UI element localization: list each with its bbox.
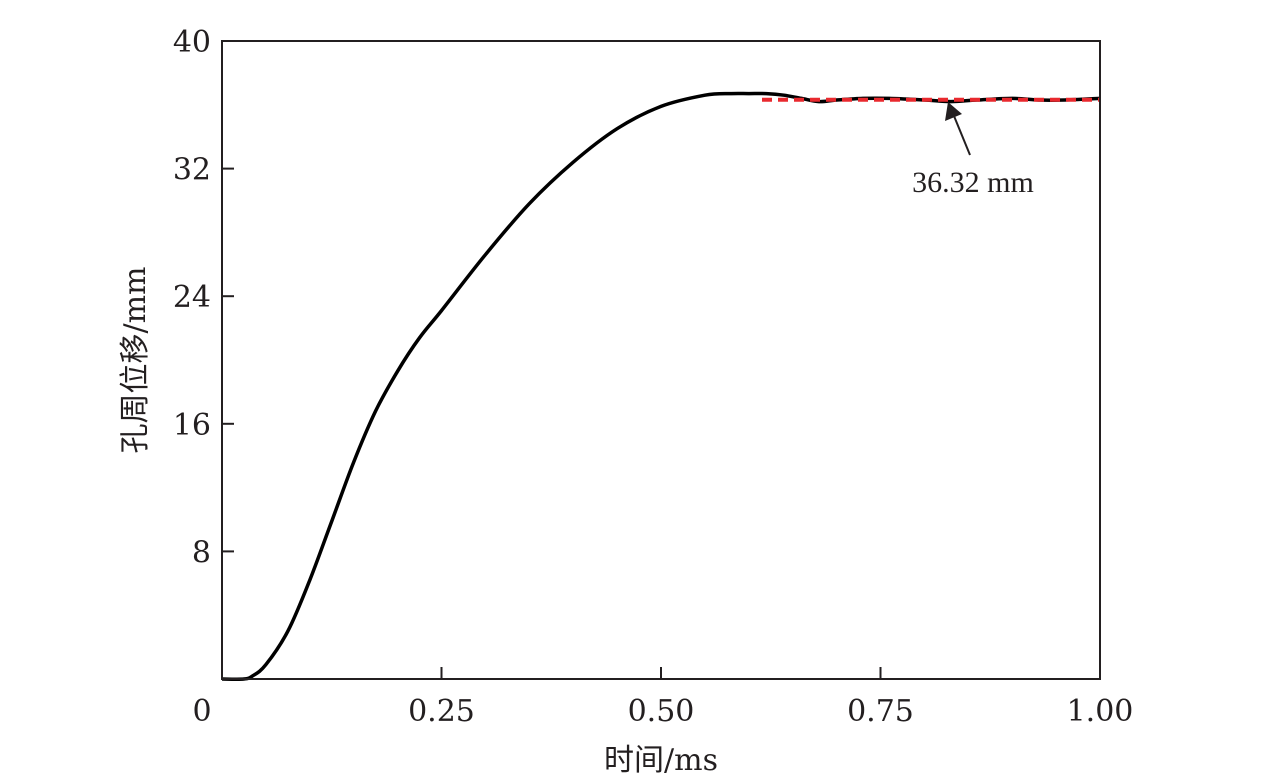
series-layer bbox=[221, 91, 1101, 681]
y-tick-label: 32 bbox=[173, 153, 211, 188]
x-tick-label: 0.50 bbox=[628, 694, 695, 729]
y-tick-label: 8 bbox=[192, 535, 211, 570]
x-tick-label: 1.00 bbox=[1067, 694, 1134, 729]
y-axis-title: 孔周位移/mm bbox=[118, 266, 153, 453]
tick-labels: 0 0.25 0.50 0.75 1.00 8 16 24 32 40 bbox=[173, 25, 1134, 729]
displacement-curve bbox=[221, 91, 1101, 681]
y-tick-label: 40 bbox=[173, 25, 211, 60]
annotation-label: 36.32 mm bbox=[912, 166, 1034, 199]
y-tick-label: 16 bbox=[173, 408, 211, 443]
x-tick-label: 0 bbox=[192, 694, 211, 729]
plot-frame bbox=[221, 40, 1101, 680]
axis-ticks bbox=[222, 167, 882, 679]
x-axis-title: 时间/ms bbox=[604, 743, 718, 778]
annotation-layer: 36.32 mm bbox=[912, 102, 1034, 199]
annotation-arrowhead bbox=[945, 102, 962, 121]
x-tick-label: 0.25 bbox=[408, 694, 475, 729]
annotation-arrow-line bbox=[953, 115, 971, 156]
y-tick-label: 24 bbox=[173, 280, 211, 315]
x-tick-label: 0.75 bbox=[847, 694, 914, 729]
